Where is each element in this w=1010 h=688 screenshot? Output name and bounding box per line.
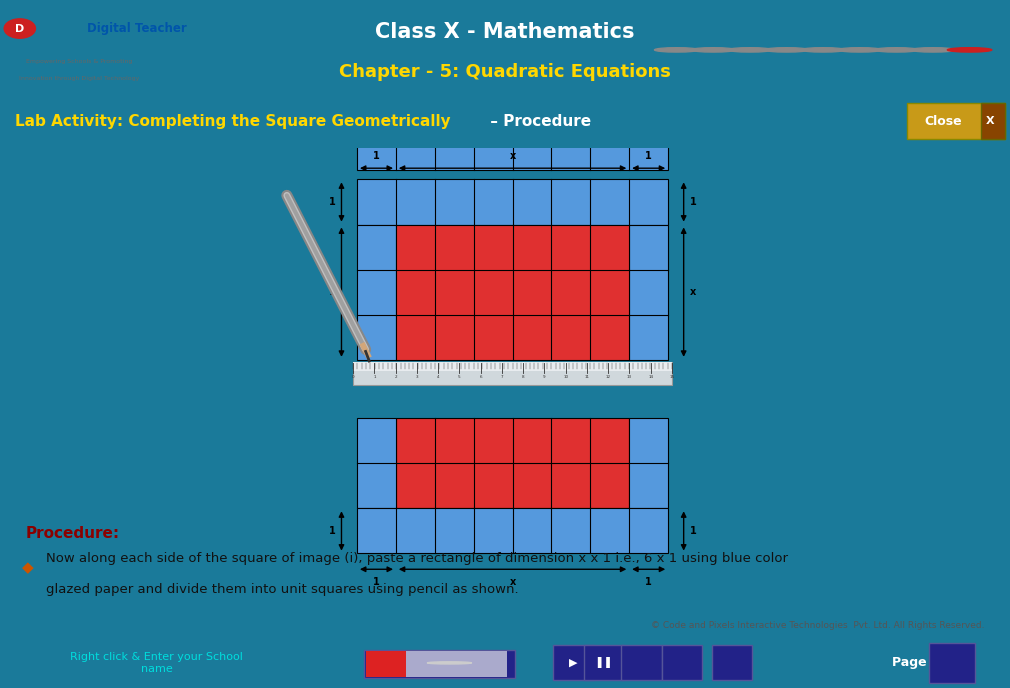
Text: Empowering Schools & Promoting: Empowering Schools & Promoting [26,59,132,64]
Circle shape [947,47,992,52]
Text: 3: 3 [415,375,418,379]
Circle shape [801,47,845,52]
Text: Digital Teacher: Digital Teacher [87,22,187,35]
Text: – Procedure: – Procedure [485,114,591,129]
Bar [553,645,594,680]
Bar [358,180,669,224]
Text: 13: 13 [627,375,632,379]
Text: 1: 1 [645,151,652,162]
Text: 14: 14 [648,375,653,379]
Text: D: D [15,23,24,34]
Text: Class X - Mathematics: Class X - Mathematics [376,22,634,42]
Bar [406,652,507,677]
Bar [929,643,975,683]
Text: 1: 1 [373,375,376,379]
Text: Page  15/43: Page 15/43 [892,656,975,669]
Text: ▶: ▶ [570,658,578,668]
Circle shape [654,47,699,52]
Bar [366,652,406,677]
Text: 4: 4 [437,375,439,379]
Text: X: X [986,116,994,126]
Text: © Code and Pixels Interactive Technologies  Pvt. Ltd. All Rights Reserved.: © Code and Pixels Interactive Technologi… [651,621,985,630]
Text: 15: 15 [670,375,675,379]
Text: Close: Close [924,115,962,127]
Text: 6: 6 [480,375,482,379]
Text: Now along each side of the square of image (i), paste a rectangle of dimension x: Now along each side of the square of ima… [46,552,789,566]
Text: 1: 1 [690,526,696,536]
Bar [621,645,662,680]
Text: Innovation through Digital Technology: Innovation through Digital Technology [19,76,139,81]
Circle shape [727,47,773,52]
Text: 10: 10 [564,375,569,379]
Text: x: x [509,151,516,162]
Circle shape [911,47,955,52]
Text: x: x [690,287,696,297]
Text: ◆: ◆ [22,560,34,575]
Text: Procedure:: Procedure: [25,526,119,541]
Circle shape [4,19,35,39]
Text: 5: 5 [459,375,461,379]
Text: 11: 11 [585,375,590,379]
Text: 8: 8 [522,375,524,379]
Text: x: x [509,577,516,588]
Bar [629,224,669,360]
Text: x: x [329,287,335,297]
Circle shape [837,47,882,52]
Circle shape [427,662,472,664]
Bar [907,103,1005,139]
Bar [358,224,396,360]
Circle shape [874,47,919,52]
Bar [981,103,1005,139]
Text: Lab Activity: Completing the Square Geometrically: Lab Activity: Completing the Square Geom… [15,114,450,129]
Bar [584,645,624,680]
Bar [396,224,629,360]
Text: 1: 1 [690,197,696,207]
Bar [354,362,672,385]
Text: 0: 0 [351,375,355,379]
Bar [358,125,669,171]
Text: 1: 1 [329,197,335,207]
Bar [364,650,515,678]
Bar [358,508,669,553]
Text: Chapter - 5: Quadratic Equations: Chapter - 5: Quadratic Equations [339,63,671,80]
Bar [354,362,672,371]
Text: glazed paper and divide them into unit squares using pencil as shown.: glazed paper and divide them into unit s… [46,583,519,596]
Circle shape [765,47,809,52]
Bar [629,418,669,508]
Bar [662,645,702,680]
Text: 7: 7 [501,375,503,379]
Circle shape [691,47,735,52]
Bar [396,418,629,508]
Text: 1: 1 [329,526,335,536]
Text: 2: 2 [394,375,397,379]
Text: 12: 12 [606,375,611,379]
Text: ❚❚: ❚❚ [595,658,613,668]
Text: 9: 9 [543,375,545,379]
Text: 1: 1 [645,577,652,588]
Text: Right click & Enter your School
name: Right click & Enter your School name [70,652,243,674]
Bar [712,645,752,680]
Text: 1: 1 [373,577,380,588]
Text: 1: 1 [373,151,380,162]
Bar [358,418,396,508]
